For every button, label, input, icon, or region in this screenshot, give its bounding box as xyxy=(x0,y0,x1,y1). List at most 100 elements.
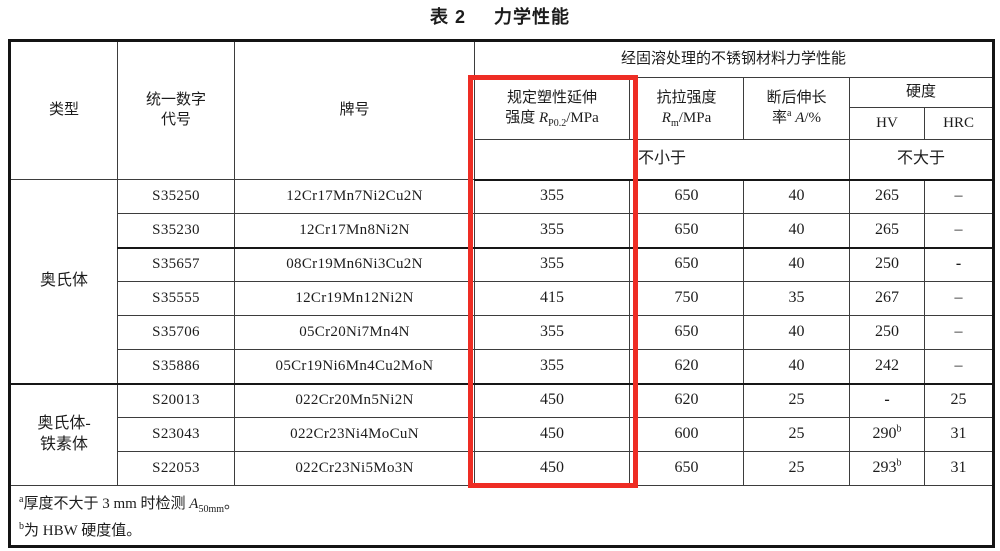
cell-rm: 650 xyxy=(629,246,744,282)
symbol-a50mm: A xyxy=(189,496,199,512)
cell-rp02: 355 xyxy=(474,246,630,282)
cell-rm: 620 xyxy=(629,349,744,384)
cell-rm: 650 xyxy=(629,315,744,350)
table-number: 表 2 xyxy=(429,7,466,27)
table-title: 表 2 力学性能 xyxy=(0,3,1000,29)
cell-hv: 250 xyxy=(849,246,925,282)
cell-grade: 05Cr19Ni6Mn4Cu2MoN xyxy=(234,349,475,384)
cell-elongation: 25 xyxy=(743,417,850,452)
cell-hv: 250 xyxy=(849,315,925,350)
table-row: S22053 022Cr23Ni5Mo3N 450 650 25 293b 31 xyxy=(10,451,995,486)
cell-code: S35230 xyxy=(117,213,235,248)
cell-code: S20013 xyxy=(117,382,235,418)
cell-elongation: 40 xyxy=(743,349,850,384)
header-elongation: 断后伸长 率a A/% xyxy=(743,77,850,140)
footnote-a-marker: a xyxy=(19,494,24,505)
header-group-solution-treated: 经固溶处理的不锈钢材料力学性能 xyxy=(473,40,995,78)
table-row: S35657 08Cr19Mn6Ni3Cu2N 355 650 40 250 - xyxy=(10,246,995,282)
cell-hv: 265 xyxy=(849,213,925,248)
symbol-rm: R xyxy=(661,109,671,126)
cell-elongation: 40 xyxy=(743,179,850,214)
cell-rm: 620 xyxy=(629,382,744,418)
header-hrc: HRC xyxy=(923,107,995,140)
limit-not-greater-than: 不大于 xyxy=(848,139,995,181)
cell-rm: 650 xyxy=(629,213,744,248)
header-tensile-strength: 抗拉强度 Rm/MPa xyxy=(629,77,744,140)
cell-grade: 05Cr20Ni7Mn4N xyxy=(234,315,475,350)
cell-rm: 750 xyxy=(629,281,744,316)
cell-rp02: 450 xyxy=(474,451,630,486)
cell-rp02: 355 xyxy=(474,179,630,214)
footnote-a: a厚度不大于 3 mm 时检测 A50mm。 xyxy=(19,494,240,515)
table-row: 奥氏体 S35250 12Cr17Mn7Ni2Cu2N 355 650 40 2… xyxy=(9,179,995,384)
group-type-austenite-ferrite: 奥氏体- 铁素体 xyxy=(9,382,118,486)
cell-hv: 242 xyxy=(849,349,925,384)
header-hv: HV xyxy=(849,107,925,140)
table-row: S23043 022Cr23Ni4MoCuN 450 600 25 290b 3… xyxy=(10,417,995,452)
cell-rp02: 450 xyxy=(474,417,630,452)
cell-grade: 022Cr20Mn5Ni2N xyxy=(234,382,475,418)
table-row: S35555 12Cr19Mn12Ni2N 415 750 35 267 – xyxy=(10,281,995,316)
header-elongation-line2: 率a A/% xyxy=(771,107,822,126)
footnote-a-marker: a xyxy=(786,107,792,119)
table-row: S35706 05Cr20Ni7Mn4N 355 650 40 250 – xyxy=(10,315,995,350)
cell-hrc: 31 xyxy=(923,451,995,486)
cell-code: S35555 xyxy=(117,281,235,316)
header-grade: 牌号 xyxy=(234,40,475,180)
mechanical-properties-table: 类型 统一数字 代号 牌号 经固溶处理的不锈钢材料力学性能 规定塑性延伸 强度 … xyxy=(8,39,996,548)
group-type-austenite: 奥氏体 xyxy=(9,179,118,384)
cell-elongation: 25 xyxy=(743,451,850,486)
cell-elongation: 25 xyxy=(743,382,850,418)
cell-hrc: 25 xyxy=(923,382,995,418)
table-row: S35230 12Cr17Mn8Ni2N 355 650 40 265 – xyxy=(10,213,995,248)
header-proof-strength: 规定塑性延伸 强度 RP0.2/MPa xyxy=(474,77,630,140)
footnotes: a厚度不大于 3 mm 时检测 A50mm。 b为 HBW 硬度值。 xyxy=(10,486,994,547)
cell-grade: 12Cr17Mn7Ni2Cu2N xyxy=(234,179,475,214)
cell-hrc: – xyxy=(923,315,995,350)
header-tensile-line1: 抗拉强度 xyxy=(656,90,717,106)
table-row: S35886 05Cr19Ni6Mn4Cu2MoN 355 620 40 242… xyxy=(10,349,995,384)
header-elongation-line1: 断后伸长 xyxy=(766,90,827,106)
symbol-a: A xyxy=(795,109,805,126)
cell-rm: 650 xyxy=(629,179,744,214)
cell-rp02: 355 xyxy=(474,349,630,384)
header-proof-strength-line2: 强度 RP0.2/MPa xyxy=(505,109,599,129)
cell-hrc: – xyxy=(923,179,995,214)
cell-grade: 022Cr23Ni5Mo3N xyxy=(234,451,475,486)
cell-rp02: 355 xyxy=(474,315,630,350)
cell-code: S35250 xyxy=(117,179,235,214)
cell-code: S23043 xyxy=(117,417,235,452)
cell-hv: 267 xyxy=(849,281,925,316)
cell-grade: 12Cr17Mn8Ni2N xyxy=(234,213,475,248)
header-proof-strength-line1: 规定塑性延伸 xyxy=(506,90,597,106)
cell-elongation: 35 xyxy=(743,281,850,316)
cell-rp02: 450 xyxy=(474,382,630,418)
cell-hrc: - xyxy=(923,246,995,282)
cell-grade: 08Cr19Mn6Ni3Cu2N xyxy=(234,246,475,282)
header-code: 统一数字 代号 xyxy=(117,40,235,180)
cell-rp02: 415 xyxy=(474,281,630,316)
limit-not-less-than: 不小于 xyxy=(474,139,850,181)
cell-rm: 600 xyxy=(629,417,744,452)
table-row: 奥氏体- 铁素体 S20013 022Cr20Mn5Ni2N 450 620 2… xyxy=(9,382,995,486)
header-code-line1: 统一数字 xyxy=(145,92,206,108)
cell-hv: 293b xyxy=(849,451,925,486)
footnote-b: b为 HBW 硬度值。 xyxy=(19,521,142,540)
cell-grade: 12Cr19Mn12Ni2N xyxy=(234,281,475,316)
cell-elongation: 40 xyxy=(743,213,850,248)
cell-elongation: 40 xyxy=(743,246,850,282)
symbol-rp: R xyxy=(539,109,549,126)
cell-hrc: – xyxy=(923,213,995,248)
cell-code: S35657 xyxy=(117,246,235,282)
header-type: 类型 xyxy=(9,40,118,180)
cell-hrc: 31 xyxy=(923,417,995,452)
cell-hrc: – xyxy=(923,281,995,316)
cell-rp02: 355 xyxy=(474,213,630,248)
cell-hv: 265 xyxy=(849,179,925,214)
cell-hv: 290b xyxy=(849,417,925,452)
cell-grade: 022Cr23Ni4MoCuN xyxy=(234,417,475,452)
cell-hrc: – xyxy=(923,349,995,384)
header-tensile-line2: Rm/MPa xyxy=(661,109,712,129)
footnote-b-marker: b xyxy=(19,521,24,532)
